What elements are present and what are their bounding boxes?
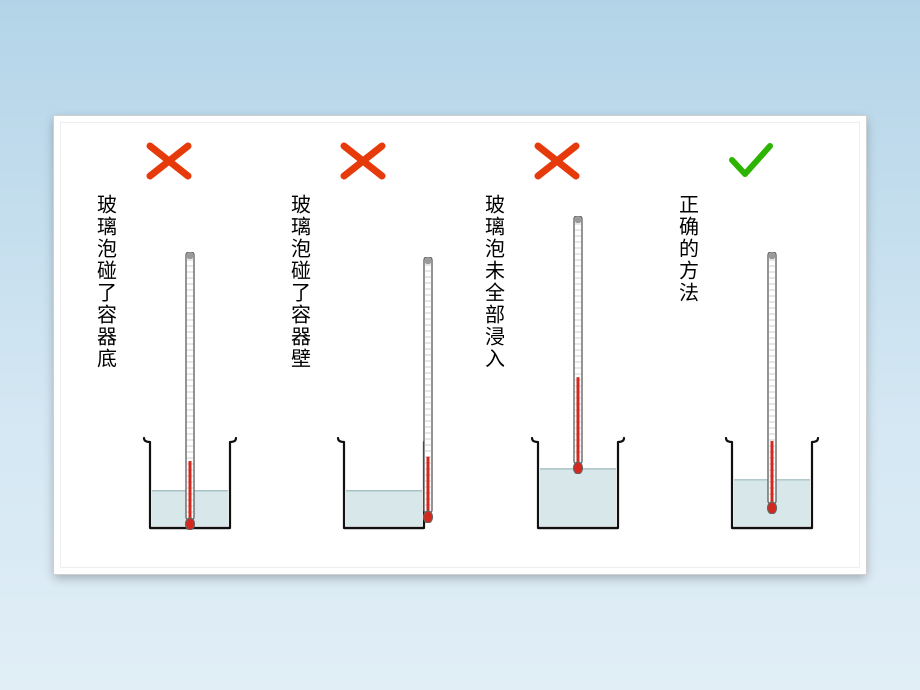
cell-body: 正确的方法	[671, 192, 832, 532]
caption-vertical: 玻璃泡碰了容器底	[89, 192, 120, 370]
diagram-cell: 玻璃泡碰了容器壁	[266, 140, 460, 532]
cell-body: 玻璃泡碰了容器壁	[283, 192, 444, 532]
apparatus-stage	[130, 192, 250, 532]
caption-vertical: 玻璃泡未全部浸入	[477, 192, 508, 370]
thermometer	[766, 252, 778, 514]
apparatus-stage	[518, 192, 638, 532]
cross-icon	[534, 140, 580, 182]
beaker	[334, 436, 434, 532]
cross-icon	[340, 140, 386, 182]
slide-whiteboard: 玻璃泡碰了容器底 玻璃泡碰了容器壁 玻璃泡未全部浸入 正确的方法	[54, 116, 866, 574]
caption-vertical: 正确的方法	[671, 192, 702, 304]
thermometer	[422, 257, 434, 523]
thermometer	[572, 216, 584, 474]
caption-vertical: 玻璃泡碰了容器壁	[283, 192, 314, 370]
apparatus-stage	[712, 192, 832, 532]
slide-content: 玻璃泡碰了容器底 玻璃泡碰了容器壁 玻璃泡未全部浸入 正确的方法	[68, 130, 852, 560]
diagram-cell: 玻璃泡碰了容器底	[72, 140, 266, 532]
cross-icon	[146, 140, 192, 182]
thermometer	[184, 252, 196, 530]
cell-body: 玻璃泡未全部浸入	[477, 192, 638, 532]
apparatus-stage	[324, 192, 444, 532]
diagram-cell: 玻璃泡未全部浸入	[460, 140, 654, 532]
cell-body: 玻璃泡碰了容器底	[89, 192, 250, 532]
check-icon	[728, 140, 774, 182]
diagram-row: 玻璃泡碰了容器底 玻璃泡碰了容器壁 玻璃泡未全部浸入 正确的方法	[68, 130, 852, 570]
diagram-cell: 正确的方法	[654, 140, 848, 532]
